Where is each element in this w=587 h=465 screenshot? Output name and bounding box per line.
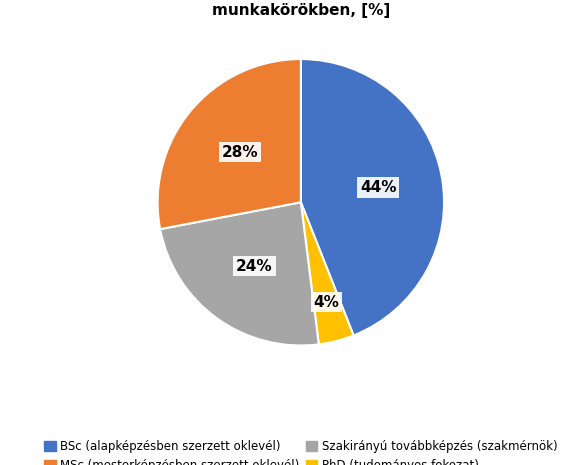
Wedge shape <box>158 59 301 229</box>
Legend: BSc (alapképzésben szerzett oklevél), MSc (mesterképzésben szerzett oklevél), Sz: BSc (alapképzésben szerzett oklevél), MS… <box>41 437 561 465</box>
Text: 4%: 4% <box>313 295 339 310</box>
Text: 28%: 28% <box>222 145 258 159</box>
Text: 24%: 24% <box>236 259 273 273</box>
Text: 44%: 44% <box>360 180 396 195</box>
Wedge shape <box>301 59 444 335</box>
Title: munkakörökben, [%]: munkakörökben, [%] <box>212 3 390 18</box>
Wedge shape <box>160 202 319 345</box>
Wedge shape <box>301 202 353 345</box>
